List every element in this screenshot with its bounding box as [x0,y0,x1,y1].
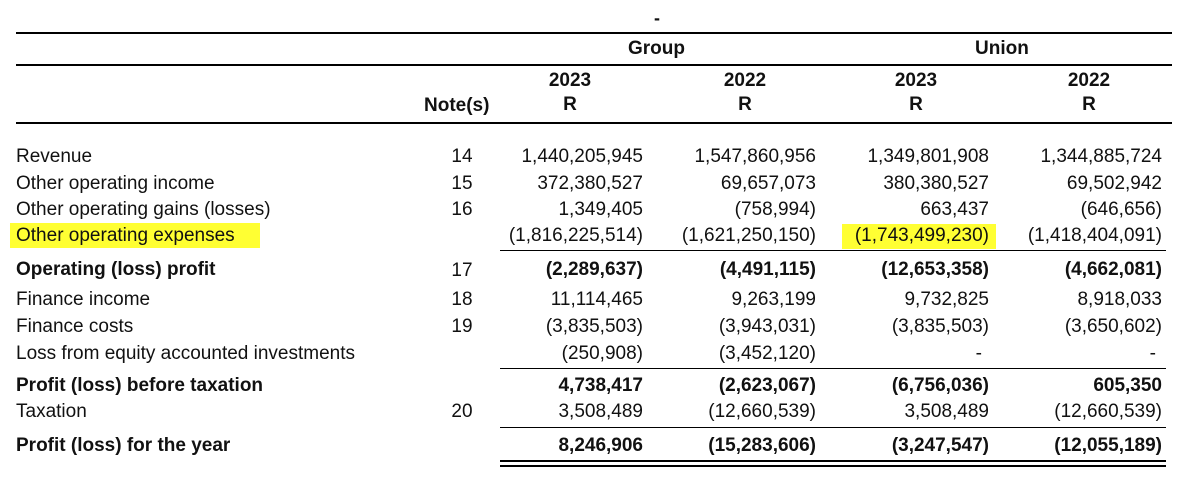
cell-tax-group-2023: 3,508,489 [558,401,643,422]
col2-year: 2022 [723,70,767,91]
row-note-revenue: 14 [451,146,473,167]
col3-currency: R [909,94,923,115]
cell-fi-union-2022: 8,918,033 [1077,289,1162,310]
cell-le-union-2023: - [975,343,982,364]
cell-tax-union-2022: (12,660,539) [1054,401,1162,422]
cell-pfy-group-2022: (15,283,606) [708,435,816,456]
row-note-operating-profit: 17 [451,260,473,281]
cell-revenue-group-2022: 1,547,860,956 [694,146,816,167]
cell-le-group-2022: (3,452,120) [718,343,816,364]
cell-ooi-union-2022: 69,502,942 [1066,173,1162,194]
cell-ooe-union-2022: (1,418,404,091) [1027,225,1162,246]
row-label-other-operating-expenses: Other operating expenses [16,225,235,246]
group-header: Group [628,38,685,59]
col2-currency: R [738,94,752,115]
row-label-profit-for-year: Profit (loss) for the year [16,435,231,456]
row-label-revenue: Revenue [16,146,93,167]
col1-year: 2023 [548,70,592,91]
cell-revenue-group-2023: 1,440,205,945 [521,146,643,167]
cell-oog-union-2023: 663,437 [920,199,989,220]
subtotal-rule-1 [500,250,1166,251]
cell-op-union-2022: (4,662,081) [1064,259,1162,280]
cell-oog-group-2023: 1,349,405 [558,199,643,220]
row-note-other-operating-income: 15 [451,173,473,194]
row-note-finance-costs: 19 [451,316,473,337]
subtotal-rule-2 [500,368,1166,369]
cell-pbt-union-2022: 605,350 [1093,375,1162,396]
cell-op-union-2023: (12,653,358) [881,259,989,280]
subheader-rule [16,122,1172,124]
row-note-taxation: 20 [451,401,473,422]
highlight-expenses-label [10,223,260,248]
cell-ooi-group-2022: 69,657,073 [720,173,816,194]
col3-year: 2023 [894,70,938,91]
cell-oog-group-2022: (758,994) [734,199,816,220]
col4-currency: R [1082,94,1096,115]
col4-year: 2022 [1067,70,1111,91]
cell-ooe-union-2023: (1,743,499,230) [854,225,989,246]
cell-ooe-group-2023: (1,816,225,514) [508,225,643,246]
row-label-loss-equity-investments: Loss from equity accounted investments [16,343,356,364]
row-label-other-operating-income: Other operating income [16,173,215,194]
cell-fc-union-2023: (3,835,503) [891,316,989,337]
double-rule-top [500,460,1166,462]
row-label-profit-before-tax: Profit (loss) before taxation [16,375,264,396]
header-rule [16,64,1172,66]
cell-pbt-group-2023: 4,738,417 [558,375,643,396]
notes-header: Note(s) [424,95,490,116]
cell-ooe-group-2022: (1,621,250,150) [681,225,816,246]
cell-revenue-union-2022: 1,344,885,724 [1040,146,1162,167]
cell-op-group-2022: (4,491,115) [719,259,816,280]
row-note-finance-income: 18 [451,289,473,310]
row-label-finance-costs: Finance costs [16,316,134,337]
cell-le-group-2023: (250,908) [561,343,643,364]
cell-ooi-group-2023: 372,380,527 [537,173,643,194]
cell-pfy-union-2023: (3,247,547) [891,435,989,456]
cell-fc-group-2023: (3,835,503) [545,316,643,337]
row-label-finance-income: Finance income [16,289,151,310]
row-label-other-operating-gains: Other operating gains (losses) [16,199,271,220]
cell-pbt-group-2022: (2,623,067) [718,375,816,396]
top-rule [16,32,1172,34]
row-note-other-operating-gains: 16 [451,199,473,220]
cell-revenue-union-2023: 1,349,801,908 [867,146,989,167]
cell-ooi-union-2023: 380,380,527 [883,173,989,194]
cell-pfy-group-2023: 8,246,906 [558,435,643,456]
cell-fc-union-2022: (3,650,602) [1064,316,1162,337]
cell-fc-group-2022: (3,943,031) [718,316,816,337]
row-label-operating-profit: Operating (loss) profit [16,259,216,280]
cell-tax-group-2022: (12,660,539) [708,401,816,422]
cell-fi-group-2022: 9,263,199 [731,289,816,310]
col1-currency: R [563,94,577,115]
highlight-expenses-union-2023 [842,224,996,249]
cell-oog-union-2022: (646,656) [1080,199,1162,220]
subtotal-rule-3 [500,427,1166,428]
row-label-taxation: Taxation [16,401,87,422]
top-mark: - [654,8,660,28]
cell-pbt-union-2023: (6,756,036) [891,375,989,396]
double-rule-bottom [500,465,1166,467]
union-header: Union [975,38,1029,59]
cell-pfy-union-2022: (12,055,189) [1054,435,1162,456]
cell-fi-group-2023: 11,114,465 [550,289,643,310]
cell-le-union-2022: - [1149,343,1156,364]
cell-tax-union-2023: 3,508,489 [904,401,989,422]
cell-op-group-2023: (2,289,637) [545,259,643,280]
cell-fi-union-2023: 9,732,825 [904,289,989,310]
